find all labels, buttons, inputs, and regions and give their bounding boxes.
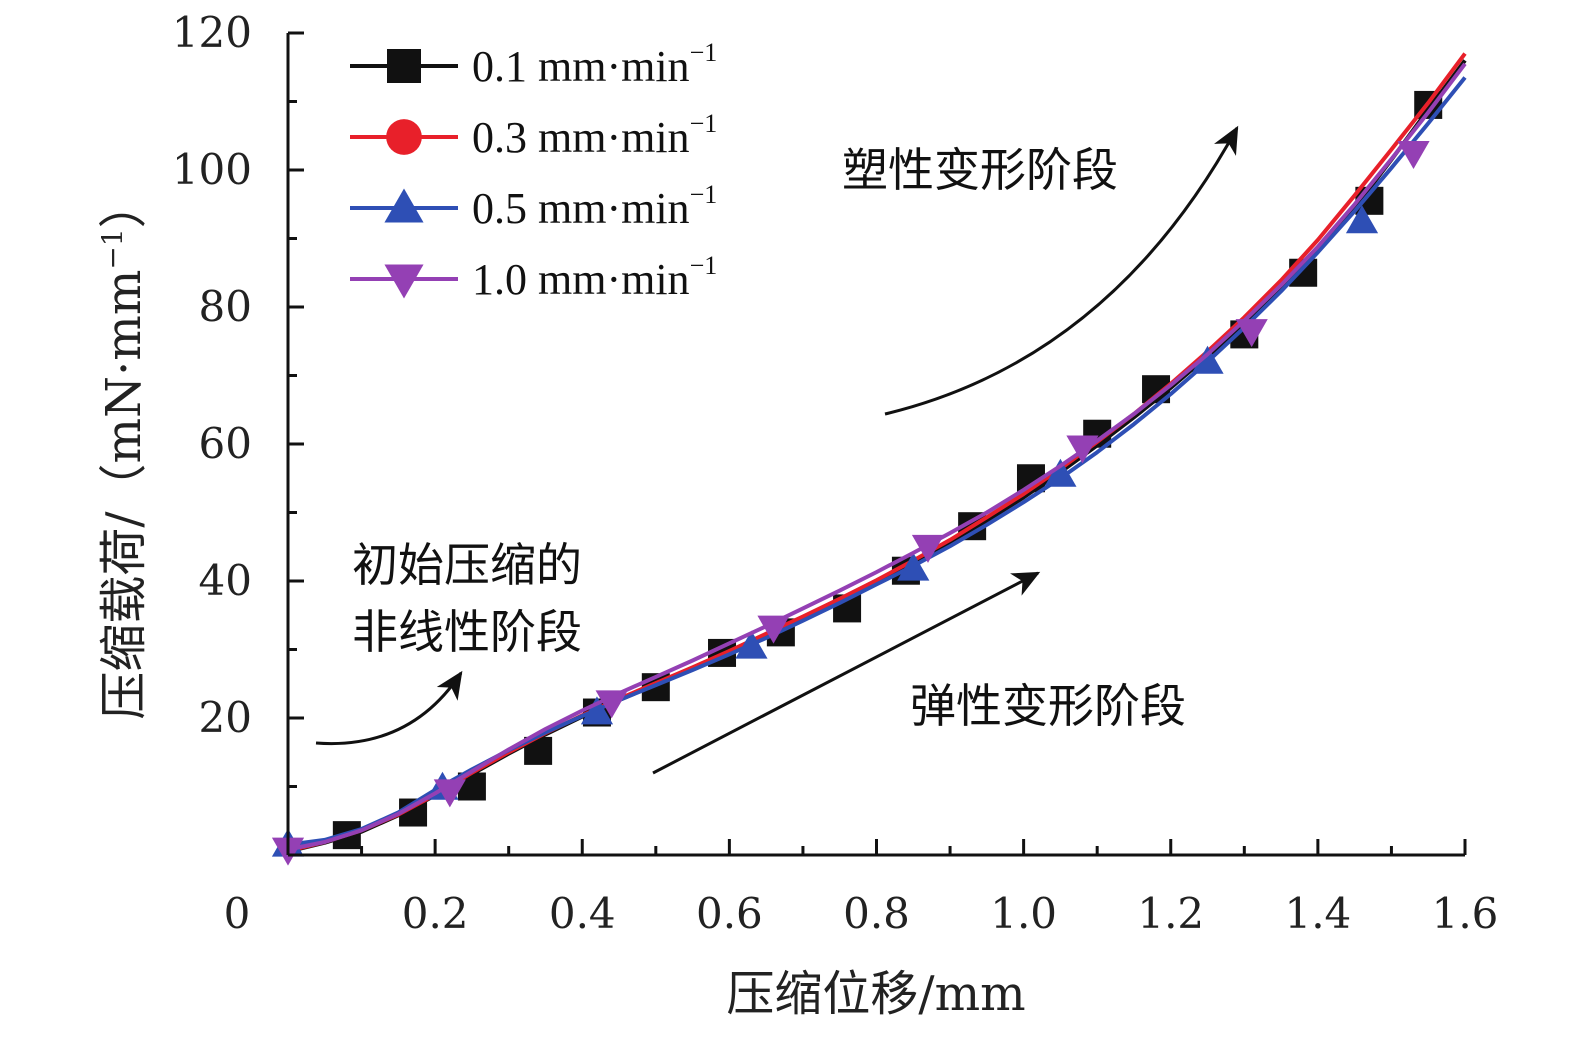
annotation-initial-label-line2: 非线性阶段	[352, 605, 582, 659]
x-tick-label: 1.2	[1137, 889, 1204, 938]
x-tick-label: 1.4	[1284, 889, 1351, 938]
y-tick-label: 80	[199, 282, 252, 331]
y-tick-label: 20	[199, 693, 252, 742]
arrow-plastic	[884, 125, 1239, 416]
axes: 0.2 0.4 0.6 0.8 1.0 1.2 1.4 1.6 0 20 40 60 80 100 120 压…	[96, 8, 1498, 1022]
series-point-2-7	[1345, 205, 1379, 234]
series-point-3-7	[1397, 140, 1430, 169]
y-axis-title: 压缩载荷/（mN·mm−1）	[96, 180, 152, 719]
arrow-initial	[315, 670, 463, 746]
x-tick-label: 1.0	[990, 889, 1057, 938]
series-point-3-4	[911, 534, 945, 563]
annotation-initial-label-line1: 初始压缩的	[352, 538, 582, 592]
annotation-plastic-stage: 塑性变形阶段	[842, 125, 1239, 416]
x-tick-label: 0.8	[843, 889, 910, 938]
annotation-elastic-label: 弹性变形阶段	[910, 679, 1186, 733]
legend-marker-3	[384, 264, 424, 299]
legend: 0.1 mm·min−1 0.3 mm·min−1 0.5 mm·min−1 1.0 …	[350, 38, 717, 304]
y-tick-label: 100	[172, 145, 252, 194]
annotation-initial-stage: 初始压缩的 非线性阶段	[315, 538, 582, 746]
legend-item-0: 0.1 mm·min−1	[350, 38, 717, 91]
series-point-2-3	[735, 630, 768, 659]
x-tick-label: 0.2	[402, 889, 469, 938]
x-origin-label: 0	[224, 889, 251, 938]
x-tick-label: 1.6	[1432, 889, 1499, 938]
legend-label-0: 0.1 mm·min−1	[472, 38, 717, 91]
plot-area	[271, 52, 1467, 866]
legend-label-2: 0.5 mm·min−1	[472, 180, 717, 233]
legend-marker-0	[387, 49, 421, 83]
series-line-3	[287, 62, 1467, 852]
series-point-3-2	[595, 690, 628, 719]
legend-label-3: 1.0 mm·min−1	[472, 251, 717, 304]
legend-marker-1	[386, 119, 422, 155]
series-point-3-6	[1235, 319, 1268, 348]
series-3	[271, 62, 1467, 866]
series-point-2-2	[580, 696, 614, 725]
arrow-elastic	[652, 571, 1041, 775]
annotation-plastic-label: 塑性变形阶段	[842, 143, 1118, 197]
series-point-3-1	[433, 779, 466, 808]
legend-marker-2	[384, 188, 424, 223]
legend-label-1: 0.3 mm·min−1	[472, 109, 717, 162]
y-tick-label: 40	[199, 556, 252, 605]
x-tick-label: 0.4	[549, 889, 616, 938]
series-point-3-3	[757, 615, 790, 644]
series-point-2-5	[1044, 458, 1077, 487]
legend-item-3: 1.0 mm·min−1	[350, 251, 717, 304]
legend-item-1: 0.3 mm·min−1	[350, 109, 717, 162]
series-point-3-5	[1066, 435, 1099, 464]
series-point-2-6	[1191, 345, 1224, 374]
y-tick-label: 120	[172, 8, 252, 57]
legend-item-2: 0.5 mm·min−1	[350, 180, 717, 233]
series-point-2-4	[897, 552, 930, 581]
x-axis-title: 压缩位移/mm	[726, 966, 1025, 1022]
annotation-elastic-stage: 弹性变形阶段	[652, 571, 1186, 775]
y-tick-label: 60	[199, 419, 252, 468]
x-tick-label: 0.6	[696, 889, 763, 938]
